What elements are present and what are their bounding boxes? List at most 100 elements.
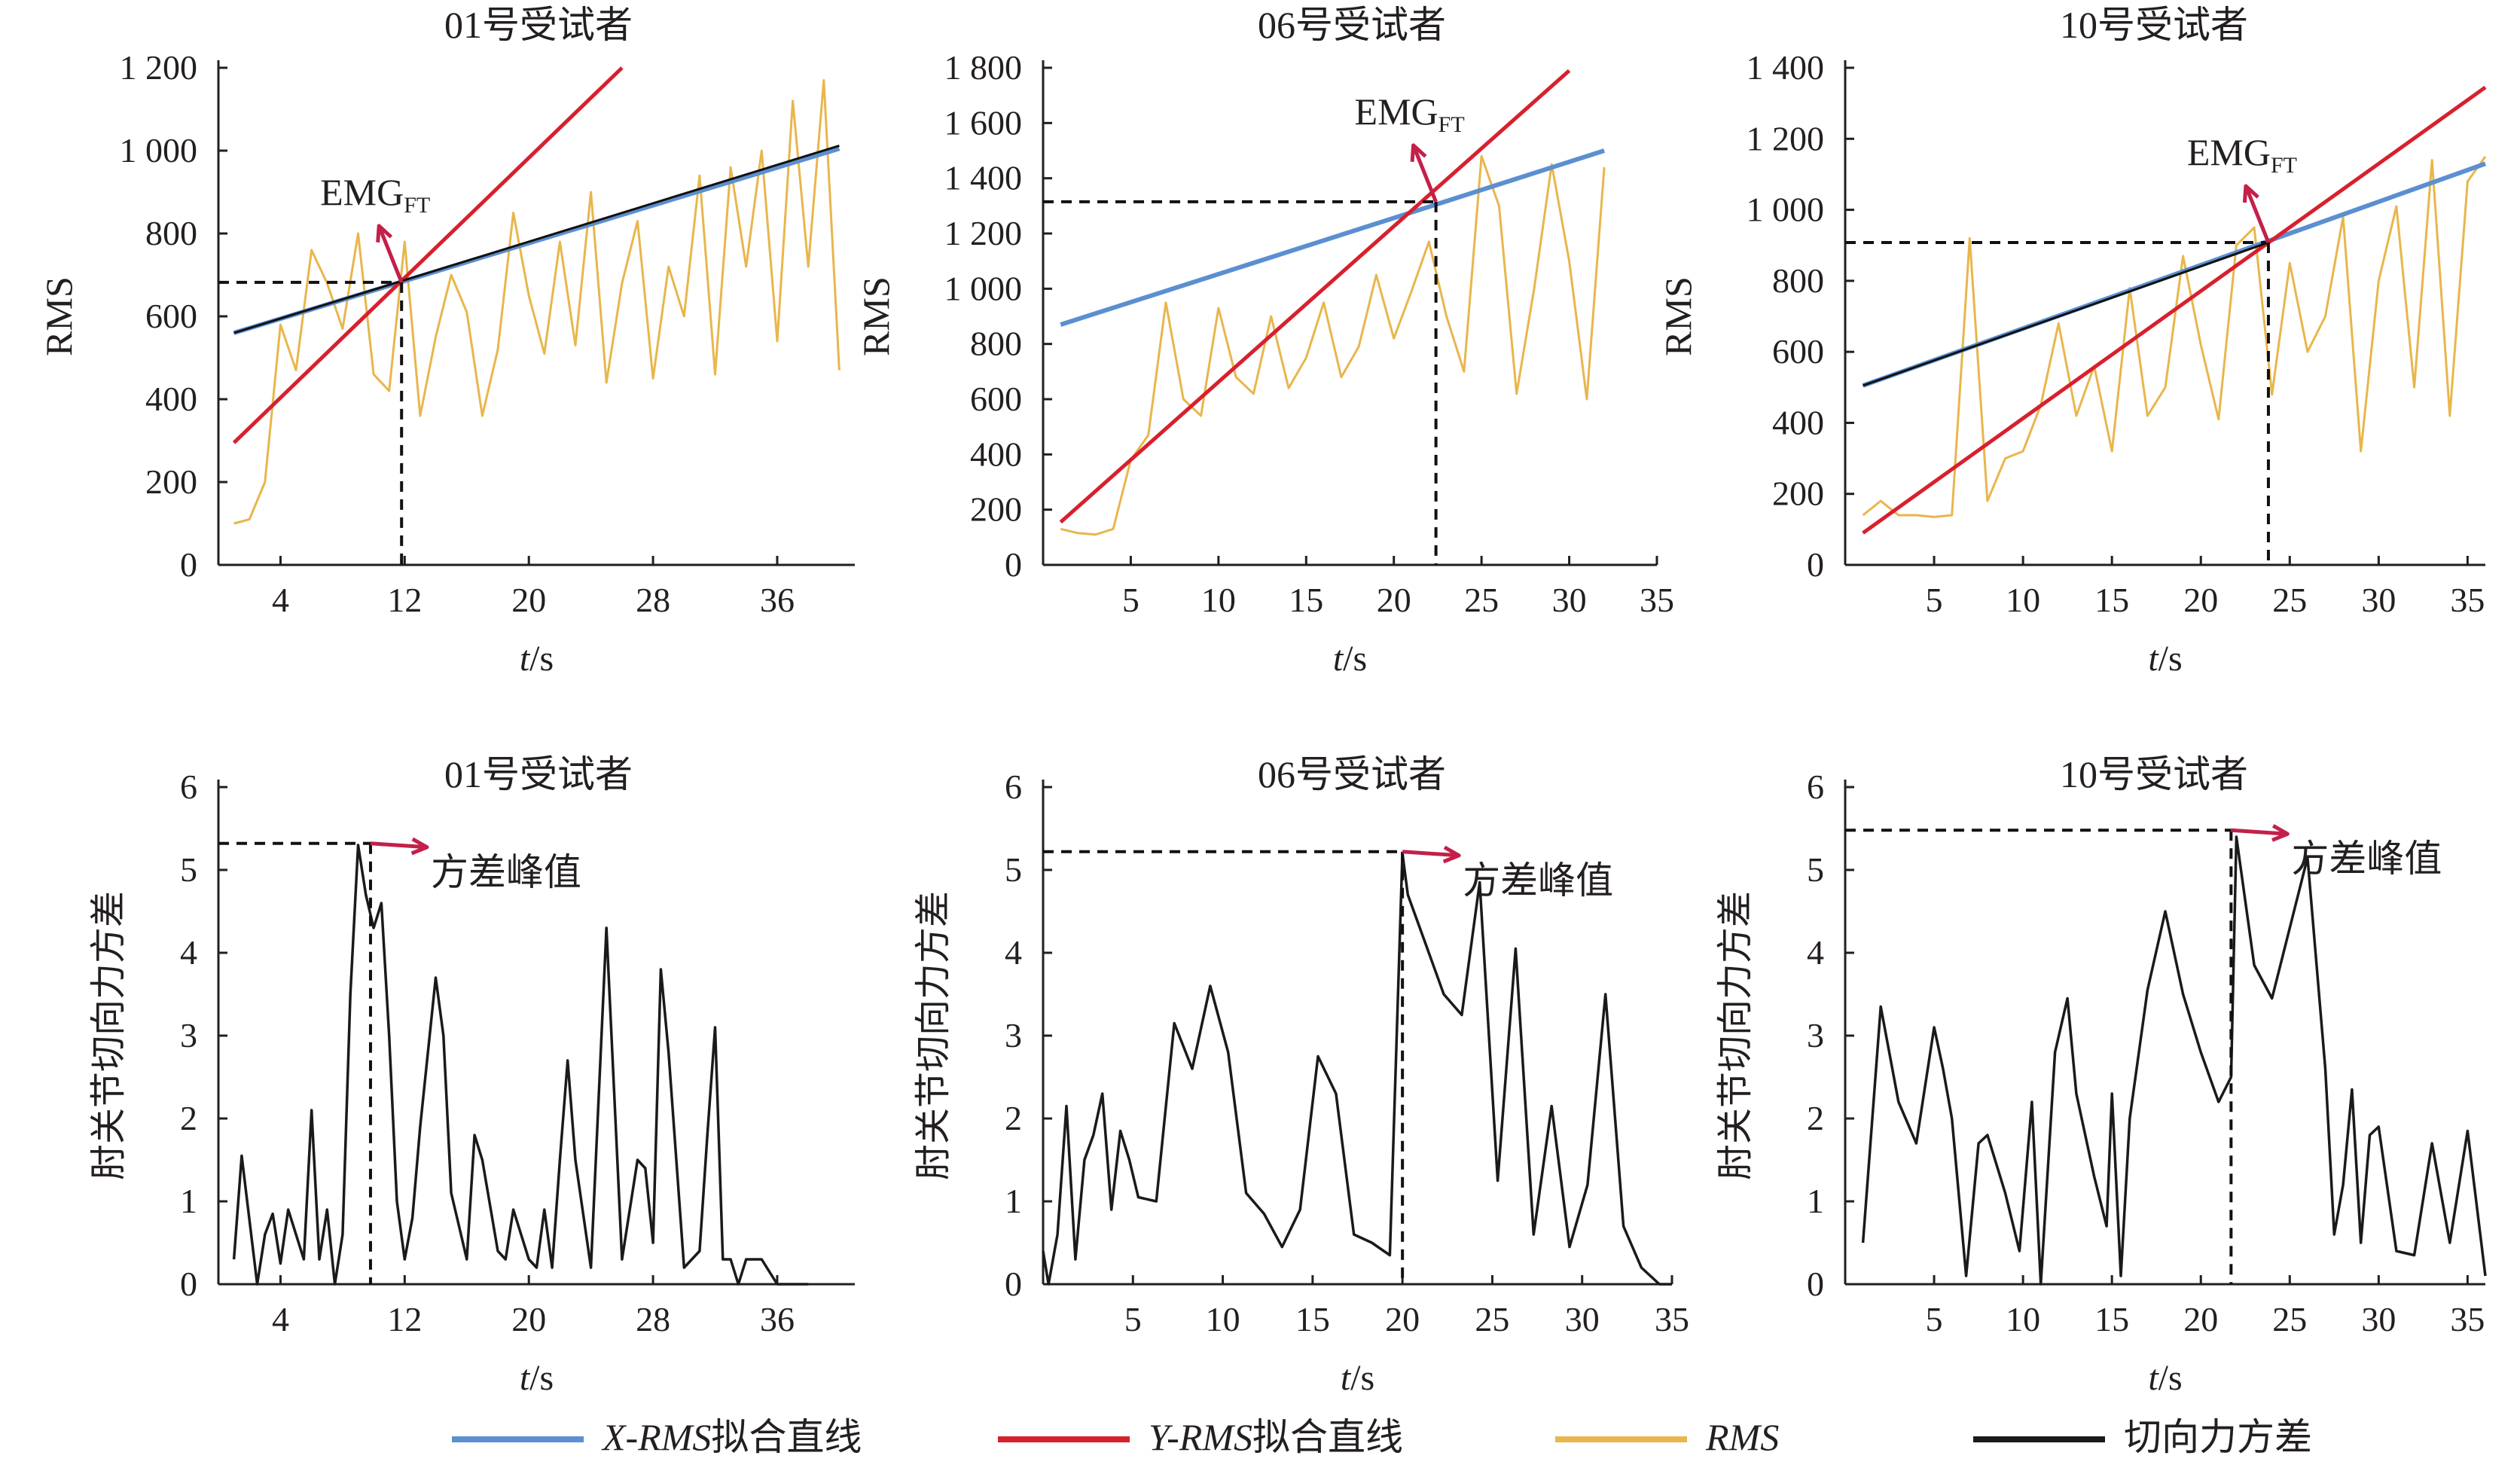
x-axis-label-unit: /s [2158,1358,2183,1398]
y-tick-label: 1 000 [1747,191,1825,229]
y-tick-label: 3 [1005,1016,1022,1054]
y-tick-label: 1 000 [944,269,1023,307]
annotation-label: 方差峰值 [2291,838,2442,880]
annotation-label: EMGFT [2187,131,2297,178]
chart-title: 01号受试者 [444,753,633,795]
y-tick-label: 800 [1772,261,1824,300]
series-rms [1862,156,2487,518]
annotation-arrowhead [410,837,429,856]
y-tick-label: 200 [970,490,1022,529]
x-tick-label: 28 [636,581,670,619]
x-tick-label: 30 [1565,1300,1600,1338]
legend: X-RMS拟合直线 Y-RMS拟合直线 RMS 切向力方差 [452,1416,2312,1458]
x-axis-label-var: t [2148,1358,2159,1398]
y-axis-label: RMS [855,276,897,356]
y-axis-label: RMS [38,276,80,356]
chart-panel-6: 10号受试者 0 1 2 3 4 5 6 5 10 15 20 25 30 35 t/s 肘关节切向力方差 方差峰… [1716,753,2487,1398]
y-tick-label: 3 [1807,1016,1824,1054]
chart-panel-1: 01号受试者 0 200 400 600 800 1 000 1 200 4 12 20 28 36 t/… [38,4,855,679]
y-tick-label: 3 [180,1016,197,1054]
annotation-subscript: FT [1438,112,1465,137]
x-tick-label: 30 [1552,581,1587,619]
legend-label: RMS [1705,1416,1779,1458]
x-tick-label: 5 [1122,581,1139,619]
series-variance [1861,835,2487,1286]
x-tick-label: 36 [760,581,795,619]
chart-title: 10号受试者 [2060,4,2248,46]
annotation-arrowhead [1442,845,1461,864]
y-tick-label: 4 [180,933,197,972]
legend-label-rest: 拟合直线 [711,1416,862,1458]
y-tick-label: 2 [180,1099,197,1137]
x-tick-label: 30 [2361,1300,2396,1338]
chart-title: 10号受试者 [2060,753,2248,795]
y-tick-label: 0 [1807,545,1824,584]
legend-label: Y-RMS拟合直线 [1149,1416,1403,1458]
x-tick-label: 28 [636,1300,670,1338]
x-tick-label: 15 [1289,581,1323,619]
y-tick-label: 1 [1807,1182,1824,1220]
series-rms [1060,154,1606,536]
x-tick-label: 35 [2450,1300,2485,1338]
annotation-label: 方差峰值 [431,851,581,893]
y-tick-label: 1 [1005,1182,1022,1220]
x-tick-label: 5 [1926,581,1943,619]
y-tick-label: 5 [1807,850,1824,889]
x-axis-label-var: t [2148,639,2159,679]
series-variance [232,844,809,1286]
x-axis-label: t/s [1341,1358,1374,1398]
x-tick-label: 20 [1377,581,1411,619]
annotation-text: 方差峰值 [2291,838,2442,880]
x-tick-label: 4 [272,581,289,619]
x-tick-label: 35 [1640,581,1674,619]
y-tick-label: 1 400 [944,159,1023,197]
annotation-label: EMGFT [320,171,430,218]
y-tick-label: 1 000 [120,131,198,169]
y-tick-label: 200 [1772,475,1824,513]
y-tick-label: 400 [1772,403,1824,441]
annotation-label: 方差峰值 [1463,859,1613,902]
annotation-text: EMG [320,171,404,213]
x-tick-label: 5 [1926,1300,1943,1338]
annotation-subscript: FT [404,193,430,218]
series-y-fit [1059,69,1571,524]
y-tick-label: 1 200 [944,214,1023,252]
y-tick-label: 1 800 [944,48,1023,87]
x-tick-label: 25 [2272,1300,2307,1338]
y-tick-label: 6 [1807,768,1824,806]
annotation-text: EMG [1355,90,1438,133]
annotation-text: 方差峰值 [431,851,581,893]
chart-title: 06号受试者 [1258,753,1446,795]
x-axis-label: t/s [520,639,554,679]
y-tick-label: 0 [1005,545,1022,584]
legend-label-italic: X-RMS [601,1416,711,1458]
y-tick-label: 0 [180,1265,197,1303]
y-tick-label: 2 [1807,1099,1824,1137]
x-axis-label: t/s [520,1358,554,1398]
annotation-arrow [1411,144,1438,203]
x-tick-label: 15 [2094,1300,2129,1338]
chart-title: 06号受试者 [1258,4,1446,46]
annotation-text: EMG [2187,131,2271,173]
x-tick-label: 35 [2450,581,2485,619]
x-axis-label: t/s [1333,639,1367,679]
y-tick-label: 400 [145,380,197,418]
annotation-label: EMGFT [1355,90,1465,137]
x-tick-label: 10 [2006,1300,2040,1338]
series-x-fit [1060,148,1606,327]
annotation-arrow [2231,828,2288,836]
chart-panel-2: 06号受试者 0 200 400 600 800 1 000 1 200 1 400 1 600 1… [855,4,1674,679]
y-tick-label: 1 [180,1182,197,1220]
y-tick-label: 400 [970,435,1022,473]
x-axis-label-unit: /s [529,1358,554,1398]
chart-panel-3: 10号受试者 0 200 400 600 800 1 000 1 200 1 400 5 10 15 2… [1657,4,2487,679]
x-tick-label: 15 [1295,1300,1330,1338]
y-tick-label: 800 [145,214,197,252]
x-axis-label: t/s [2148,639,2182,679]
annotation-arrow [377,224,404,283]
x-tick-label: 30 [2361,581,2396,619]
y-tick-label: 800 [970,325,1022,363]
x-axis-label: t/s [2148,1358,2182,1398]
annotation-arrowhead [2271,824,2290,842]
